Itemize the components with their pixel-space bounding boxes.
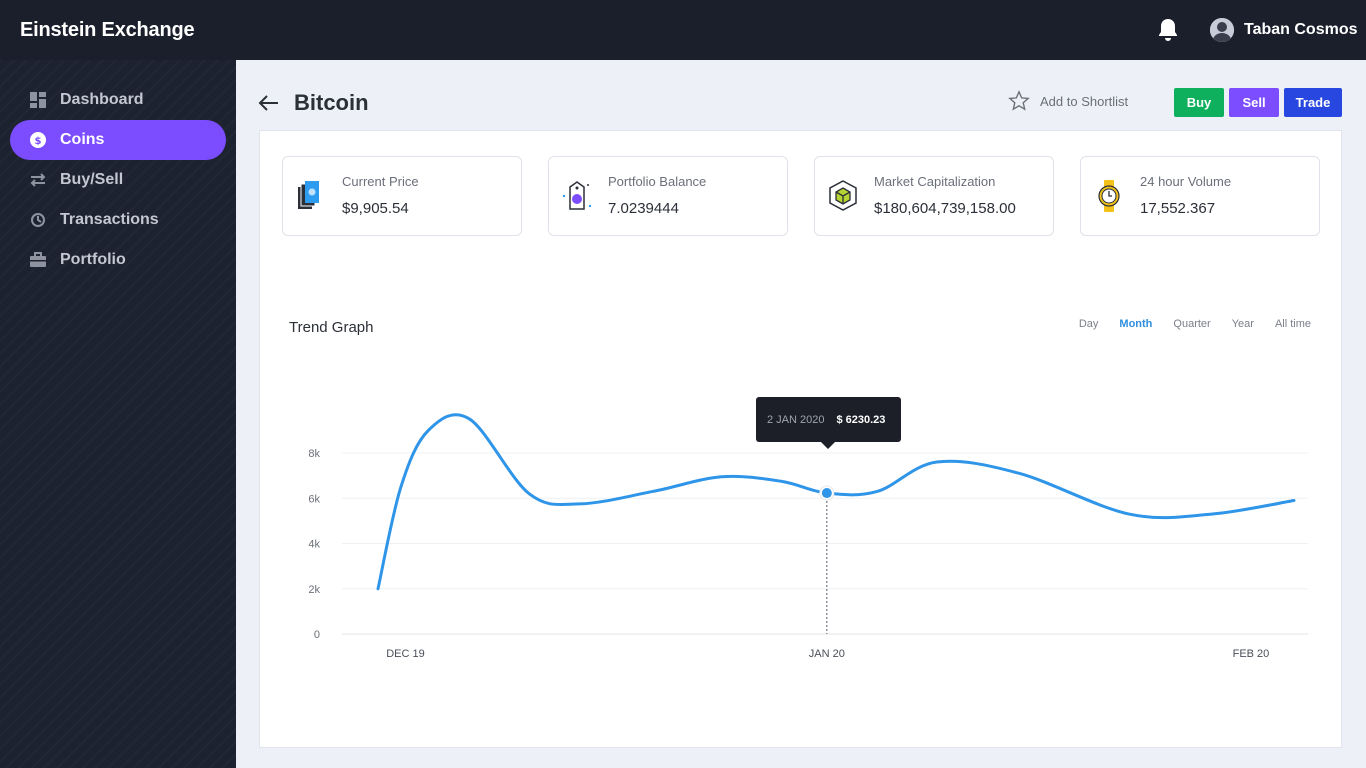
chart-title: Trend Graph: [289, 319, 374, 336]
range-tab-month[interactable]: Month: [1119, 318, 1153, 330]
swap-icon: [30, 172, 46, 188]
star-icon: [1008, 90, 1030, 111]
sell-button[interactable]: Sell: [1229, 88, 1279, 117]
sidebar-item-label: Dashboard: [60, 91, 144, 108]
y-tick-label: 6k: [308, 493, 320, 505]
trade-button[interactable]: Trade: [1284, 88, 1342, 117]
y-tick-label: 0: [314, 629, 320, 641]
range-tab-year[interactable]: Year: [1231, 318, 1254, 330]
dashboard-icon: [30, 92, 46, 108]
sidebar-item-portfolio[interactable]: Portfolio: [10, 240, 226, 280]
wallet-icon: [295, 179, 327, 213]
x-tick-label: FEB 20: [1233, 648, 1270, 660]
shortlist-label: Add to Shortlist: [1040, 93, 1129, 109]
range-tab-all-time[interactable]: All time: [1274, 318, 1311, 330]
y-tick-label: 8k: [308, 448, 320, 460]
price-tag-icon: [561, 179, 593, 213]
history-icon: [30, 212, 46, 228]
trend-chart[interactable]: 0 2k 4k 6k 8k DEC 19 JAN 20 FEB 20: [260, 131, 1341, 747]
back-arrow-icon[interactable]: [256, 90, 282, 116]
briefcase-icon: [30, 252, 46, 268]
sidebar-item-transactions[interactable]: Transactions: [10, 200, 226, 240]
top-bar: Einstein Exchange Taban Cosmos: [0, 0, 1366, 60]
watch-icon: [1093, 179, 1125, 213]
range-tab-day[interactable]: Day: [1078, 318, 1099, 330]
svg-text:$: $: [35, 136, 42, 147]
stat-card-current-price: Current Price $9,905.54: [282, 156, 522, 236]
sidebar-item-label: Portfolio: [60, 251, 126, 268]
stat-value: 17,552.367: [1140, 200, 1216, 217]
user-name: Taban Cosmos: [1244, 21, 1358, 38]
app-title[interactable]: Einstein Exchange: [20, 19, 195, 41]
y-tick-label: 2k: [308, 584, 320, 596]
stat-label: Market Capitalization: [874, 174, 996, 189]
sidebar-item-label: Transactions: [60, 211, 159, 228]
stat-value: $180,604,739,158.00: [874, 200, 1016, 217]
trend-line: [376, 413, 1296, 591]
sidebar-item-label: Coins: [60, 131, 105, 148]
range-tab-quarter[interactable]: Quarter: [1173, 318, 1211, 330]
page-title: Bitcoin: [294, 90, 369, 115]
page-header: Bitcoin Add to Shortlist Buy Sell Trade: [256, 86, 1342, 120]
stat-card-market-cap: Market Capitalization $180,604,739,158.0…: [814, 156, 1054, 236]
avatar: [1210, 18, 1234, 42]
sidebar-item-label: Buy/Sell: [60, 171, 124, 188]
stat-card-24h-volume: 24 hour Volume 17,552.367: [1080, 156, 1320, 236]
sidebar-item-dashboard[interactable]: Dashboard: [10, 80, 226, 120]
sidebar-item-buy-sell[interactable]: Buy/Sell: [10, 160, 226, 200]
add-to-shortlist-button[interactable]: Add to Shortlist: [1008, 90, 1128, 112]
tooltip-date: 2 JAN 2020: [767, 413, 825, 426]
coin-detail-panel: Current Price $9,905.54 Portfolio Balanc…: [259, 130, 1342, 748]
y-tick-label: 4k: [308, 539, 320, 551]
stat-label: 24 hour Volume: [1140, 174, 1232, 189]
sidebar-item-coins[interactable]: $ Coins: [10, 120, 226, 160]
coin-icon: $: [30, 132, 46, 148]
bell-icon[interactable]: [1156, 17, 1180, 43]
sidebar: Dashboard $ Coins Buy/Sell Transactions …: [0, 60, 236, 768]
stat-label: Current Price: [342, 174, 419, 189]
range-tabs: Day Month Quarter Year All time: [1079, 318, 1311, 330]
stat-label: Portfolio Balance: [608, 174, 707, 189]
user-menu[interactable]: Taban Cosmos: [1210, 17, 1358, 43]
cube-icon: [827, 179, 859, 213]
stat-value: $9,905.54: [342, 200, 409, 217]
tooltip-value: $ 6230.23: [836, 413, 886, 426]
stat-card-portfolio-balance: Portfolio Balance 7.0239444: [548, 156, 788, 236]
highlight-point: [821, 488, 832, 499]
stat-value: 7.0239444: [608, 200, 679, 217]
chart-tooltip: 2 JAN 2020 $ 6230.23: [756, 397, 901, 449]
buy-button[interactable]: Buy: [1174, 88, 1224, 117]
x-tick-label: DEC 19: [386, 648, 425, 660]
x-tick-label: JAN 20: [809, 648, 845, 660]
